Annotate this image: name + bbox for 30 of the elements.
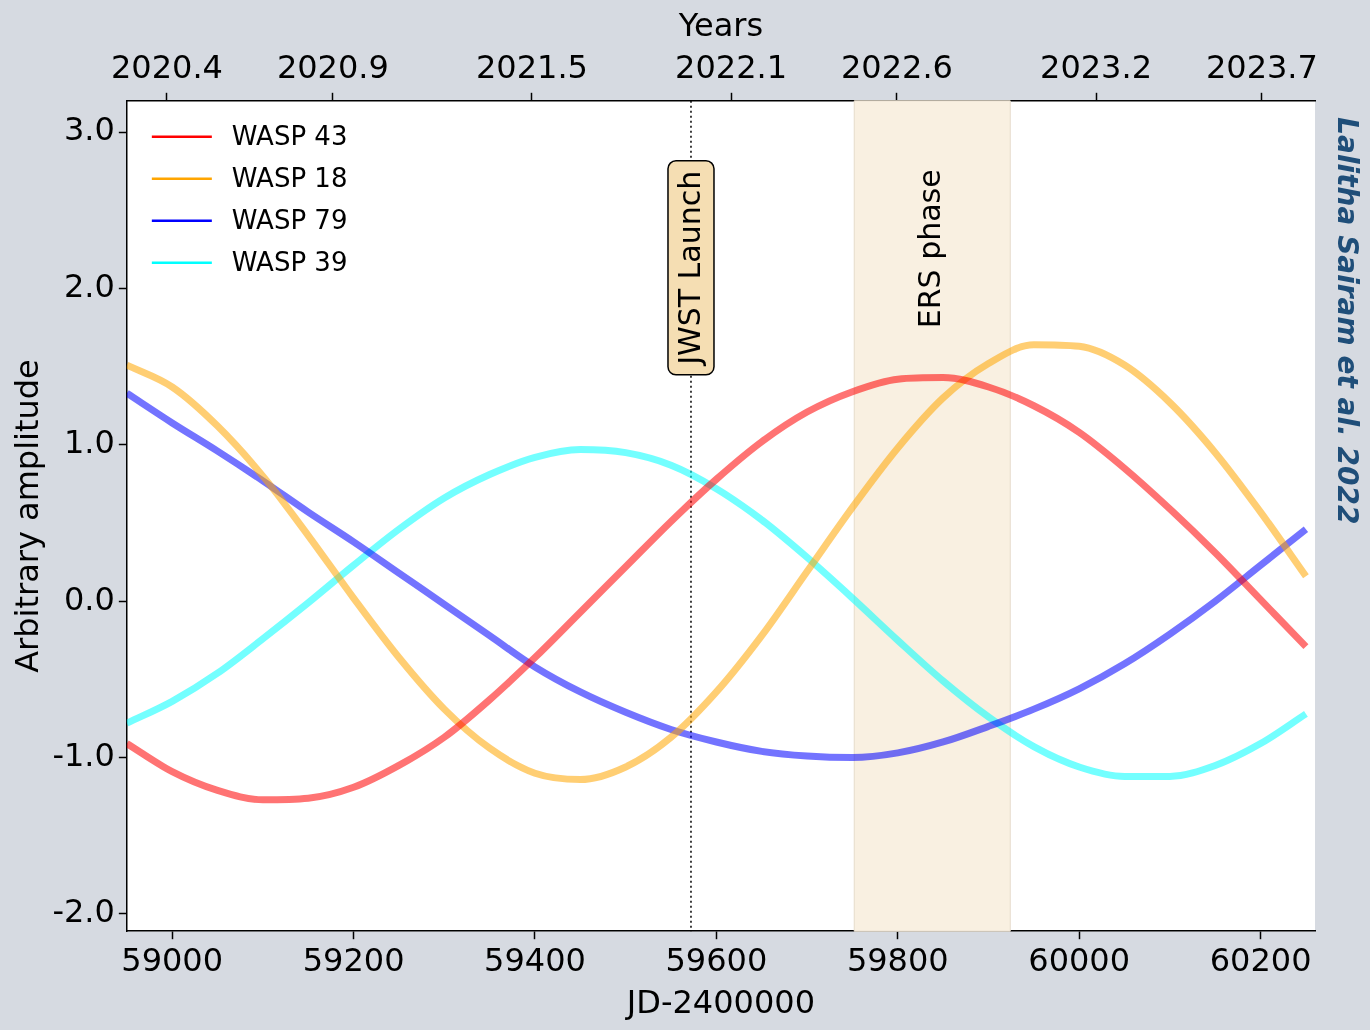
y-tick-label: 3.0 (63, 110, 115, 149)
y-tick-label: 1.0 (63, 423, 115, 462)
x2-tick-label: 2021.5 (475, 47, 588, 86)
y-tick-label: -2.0 (52, 892, 115, 931)
x-tick-label: 59600 (665, 940, 768, 979)
y-tick-label: 0.0 (63, 579, 115, 618)
legend-label: WASP 79 (231, 204, 348, 235)
x-tick-label: 59200 (302, 940, 405, 979)
x2-tick-label: 2020.9 (276, 47, 389, 86)
x-tick-label: 60200 (1209, 940, 1312, 979)
x2-tick-label: 2022.6 (840, 47, 953, 86)
x-axis-title: JD-2400000 (624, 983, 815, 1022)
y-axis-title: Arbitrary amplitude (7, 359, 46, 673)
x2-tick-label: 2023.7 (1205, 47, 1318, 86)
y-tick-label: 2.0 (63, 266, 115, 305)
text: Lalitha Sairam et al. 2022 (1330, 117, 1364, 525)
x-tick-label: 60000 (1028, 940, 1131, 979)
legend-label: WASP 18 (231, 162, 348, 193)
x2-axis-title: Years (677, 5, 764, 44)
legend-label: WASP 39 (231, 246, 348, 277)
x-tick-label: 59400 (484, 940, 586, 979)
x2-tick-label: 2023.2 (1040, 47, 1152, 86)
legend-label: WASP 43 (231, 120, 348, 151)
x2-tick-label: 2022.1 (675, 47, 788, 86)
x2-tick-label: 2020.4 (111, 47, 223, 86)
ref-line-label: JWST Launch (671, 170, 707, 367)
x-tick-label: 59000 (121, 940, 224, 979)
y-tick-label: -1.0 (52, 735, 115, 774)
band-label: ERS phase (912, 169, 948, 329)
x-tick-label: 59800 (846, 940, 949, 979)
